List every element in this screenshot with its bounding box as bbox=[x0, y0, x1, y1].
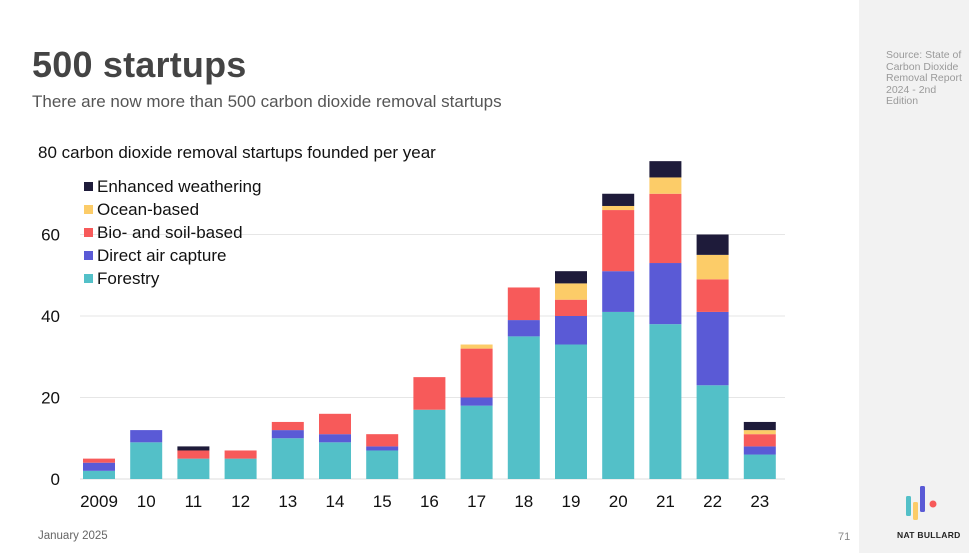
right-sidebar bbox=[859, 0, 969, 553]
bar-segment bbox=[555, 344, 587, 479]
bar-segment bbox=[319, 442, 351, 479]
x-tick-label: 23 bbox=[750, 492, 769, 511]
x-tick-label: 22 bbox=[703, 492, 722, 511]
bar-segment bbox=[224, 450, 257, 459]
bar-segment bbox=[271, 438, 304, 479]
bar-segment bbox=[460, 344, 493, 349]
bar-segment bbox=[555, 271, 587, 284]
bar-segment bbox=[743, 421, 776, 431]
bar-segment bbox=[177, 446, 210, 451]
legend-label: Ocean-based bbox=[97, 200, 199, 219]
bar-segment bbox=[224, 458, 257, 479]
x-tick-label: 16 bbox=[420, 492, 439, 511]
bar-segment bbox=[130, 442, 163, 479]
bar-segment bbox=[602, 193, 635, 206]
x-tick-label: 10 bbox=[137, 492, 156, 511]
bar-segment bbox=[555, 316, 587, 345]
page-subtitle: There are now more than 500 carbon dioxi… bbox=[32, 92, 502, 111]
bar-segment bbox=[130, 430, 163, 443]
bar-segment bbox=[507, 320, 540, 337]
x-tick-label: 11 bbox=[185, 492, 203, 511]
bar-segment bbox=[319, 413, 351, 435]
bar-segment bbox=[696, 311, 729, 386]
x-tick-label: 21 bbox=[656, 492, 675, 511]
bar-segment bbox=[743, 446, 776, 455]
legend-swatch bbox=[84, 251, 93, 260]
bar-segment bbox=[602, 311, 635, 479]
bar-segment bbox=[555, 283, 587, 300]
bar-segment bbox=[696, 385, 729, 479]
bar-segment bbox=[602, 205, 635, 211]
bar-segment bbox=[413, 377, 446, 410]
bar-segment bbox=[83, 458, 115, 463]
legend-label: Bio- and soil-based bbox=[97, 223, 243, 242]
x-tick-label: 14 bbox=[326, 492, 345, 511]
bar-segment bbox=[743, 454, 776, 479]
legend-swatch bbox=[84, 182, 93, 191]
x-tick-label: 15 bbox=[373, 492, 392, 511]
bar-segment bbox=[177, 458, 210, 479]
brand-name: NAT BULLARD bbox=[897, 530, 961, 540]
bar-segment bbox=[177, 450, 210, 459]
legend-label: Forestry bbox=[97, 269, 160, 288]
bar-segment bbox=[366, 450, 399, 479]
bar-segment bbox=[460, 405, 493, 479]
bar-segment bbox=[649, 177, 682, 194]
legend-swatch bbox=[84, 228, 93, 237]
brand-logo-icon bbox=[906, 486, 937, 520]
y-tick-label: 0 bbox=[51, 470, 60, 489]
x-tick-label: 12 bbox=[231, 492, 250, 511]
bar-segment bbox=[649, 193, 682, 264]
bar-segment bbox=[696, 254, 729, 280]
bar-segment bbox=[743, 434, 776, 447]
bar-segment bbox=[507, 336, 540, 479]
legend-swatch bbox=[84, 205, 93, 214]
bar-segment bbox=[507, 287, 540, 321]
bar-segment bbox=[83, 470, 115, 479]
bar-segment bbox=[271, 430, 304, 439]
bar-segment bbox=[602, 271, 635, 312]
x-tick-label: 2009 bbox=[80, 492, 118, 511]
bar-segment bbox=[649, 263, 682, 325]
legend-label: Enhanced weathering bbox=[97, 177, 261, 196]
legend-label: Direct air capture bbox=[97, 246, 226, 265]
bar-segment bbox=[413, 409, 446, 479]
bar-segment bbox=[696, 279, 729, 312]
y-tick-label: 20 bbox=[41, 389, 60, 408]
x-tick-label: 13 bbox=[278, 492, 297, 511]
y-tick-label: 40 bbox=[41, 307, 60, 326]
bar-segment bbox=[555, 299, 587, 316]
bar-segment bbox=[743, 430, 776, 435]
footer-date: January 2025 bbox=[38, 530, 108, 542]
page-number: 71 bbox=[838, 531, 851, 543]
bar-segment bbox=[460, 397, 493, 406]
x-tick-label: 17 bbox=[467, 492, 486, 511]
x-tick-label: 19 bbox=[562, 492, 581, 511]
x-tick-label: 20 bbox=[609, 492, 628, 511]
page-title: 500 startups bbox=[32, 44, 247, 85]
bar-segment bbox=[83, 462, 115, 471]
bar-segment bbox=[649, 161, 682, 178]
bar-segment bbox=[271, 421, 304, 431]
bar-segment bbox=[366, 434, 399, 447]
stacked-bar-chart: 0 20 40 60 2009 10 11 12 13 14 15 16 17 18 19 20 21 22 23 E… bbox=[41, 161, 785, 511]
bar-segment bbox=[649, 324, 682, 479]
y-tick-label: 60 bbox=[41, 226, 60, 245]
bar-segment bbox=[319, 434, 351, 443]
bar-segment bbox=[366, 446, 399, 451]
source-note: Source: State of Carbon Dioxide Removal … bbox=[886, 49, 962, 107]
legend-swatch bbox=[84, 274, 93, 283]
chart-title: 80 carbon dioxide removal startups found… bbox=[38, 143, 436, 162]
bar-segment bbox=[696, 234, 729, 255]
bar-segment bbox=[602, 210, 635, 272]
x-tick-label: 18 bbox=[514, 492, 533, 511]
bar-segment bbox=[460, 348, 493, 398]
